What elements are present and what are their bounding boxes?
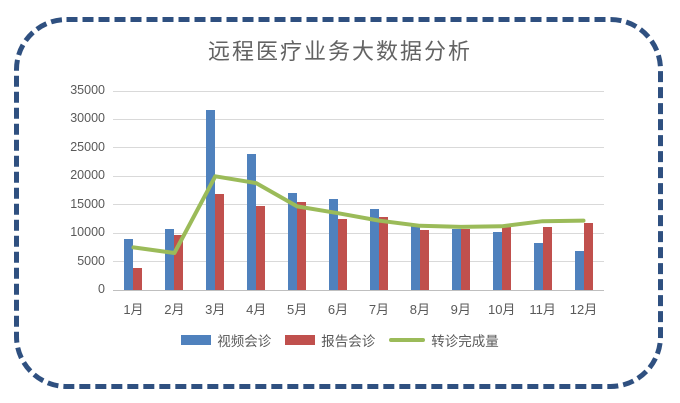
y-axis-label-25000: 25000 bbox=[70, 139, 105, 154]
legend-swatch-report bbox=[285, 335, 316, 345]
y-axis-label-15000: 15000 bbox=[70, 196, 105, 211]
gridline-10000 bbox=[113, 232, 604, 234]
x-axis-label-1月: 1月 bbox=[123, 302, 144, 317]
x-axis-label-11月: 11月 bbox=[529, 302, 556, 317]
bar-video-2月 bbox=[165, 228, 175, 290]
legend-label-report: 报告会诊 bbox=[321, 334, 376, 349]
bar-video-8月 bbox=[410, 225, 420, 290]
x-axis-label-10月: 10月 bbox=[487, 302, 516, 317]
gridline-30000 bbox=[113, 118, 604, 120]
bar-video-7月 bbox=[369, 208, 379, 290]
chart-legend: 视频会诊 报告会诊 转诊完成量 bbox=[0, 329, 680, 351]
legend-label-video: 视频会诊 bbox=[217, 334, 272, 349]
y-axis-label-35000: 35000 bbox=[70, 83, 105, 97]
bar-video-9月 bbox=[451, 228, 461, 290]
bar-report-3月 bbox=[215, 194, 225, 290]
y-axis-label-0: 0 bbox=[98, 282, 105, 296]
x-axis-label-4月: 4月 bbox=[246, 302, 267, 317]
chart-title: 远程医疗业务大数据分析 bbox=[207, 39, 472, 64]
bar-video-10月 bbox=[492, 232, 502, 290]
bar-video-3月 bbox=[206, 109, 216, 290]
bar-report-4月 bbox=[256, 205, 266, 290]
x-axis-label-5月: 5月 bbox=[287, 302, 308, 317]
bar-video-11月 bbox=[533, 243, 543, 290]
gridline-35000 bbox=[113, 90, 604, 92]
bar-video-4月 bbox=[247, 153, 257, 290]
y-axis-label-30000: 30000 bbox=[70, 111, 105, 126]
bar-video-12月 bbox=[574, 250, 584, 290]
x-axis-label-2月: 2月 bbox=[164, 302, 185, 317]
y-axis-label-20000: 20000 bbox=[70, 168, 105, 183]
bar-report-5月 bbox=[297, 201, 307, 290]
gridline-20000 bbox=[113, 175, 604, 177]
legend-item-video: 视频会诊 bbox=[181, 330, 271, 350]
legend-label-referral: 转诊完成量 bbox=[431, 334, 499, 349]
legend-swatch-referral-line bbox=[389, 338, 426, 342]
x-axis-label-8月: 8月 bbox=[409, 302, 430, 317]
x-axis-label-7月: 7月 bbox=[368, 302, 390, 317]
bar-report-8月 bbox=[419, 230, 429, 290]
bar-report-1月 bbox=[133, 268, 143, 290]
bar-report-6月 bbox=[338, 219, 348, 290]
bar-report-9月 bbox=[460, 228, 470, 290]
bar-report-7月 bbox=[378, 216, 388, 290]
y-axis-label-10000: 10000 bbox=[70, 225, 105, 240]
x-axis-label-3月: 3月 bbox=[205, 302, 226, 317]
x-axis-label-6月: 6月 bbox=[327, 302, 349, 317]
bar-report-10月 bbox=[501, 227, 511, 290]
bar-video-6月 bbox=[329, 199, 339, 290]
bar-video-5月 bbox=[288, 192, 298, 290]
x-axis-label-9月: 9月 bbox=[450, 302, 471, 317]
gridline-0 bbox=[113, 289, 604, 291]
legend-swatch-video bbox=[181, 335, 212, 345]
x-axis-label-12月: 12月 bbox=[569, 302, 598, 317]
gridline-15000 bbox=[113, 204, 604, 206]
legend-item-referral: 转诊完成量 bbox=[389, 330, 499, 350]
bar-report-2月 bbox=[174, 234, 184, 290]
bar-video-1月 bbox=[124, 239, 134, 290]
bar-report-11月 bbox=[542, 226, 552, 290]
gridline-5000 bbox=[113, 261, 604, 263]
y-axis-label-5000: 5000 bbox=[77, 253, 105, 268]
legend-item-report: 报告会诊 bbox=[285, 330, 375, 350]
bar-report-12月 bbox=[583, 223, 593, 290]
gridline-25000 bbox=[113, 147, 604, 149]
